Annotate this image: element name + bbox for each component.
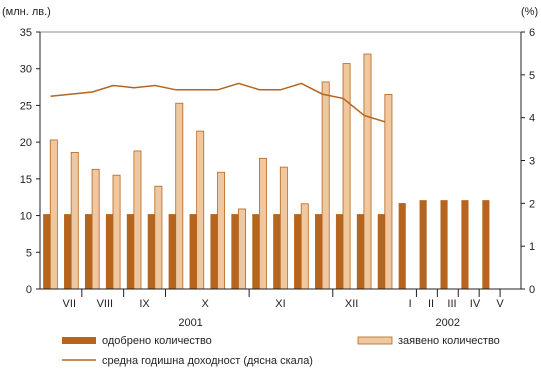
bar-approved xyxy=(126,214,134,289)
bar-requested xyxy=(154,185,163,290)
month-label: VII xyxy=(63,298,76,310)
right-tick-label: 0 xyxy=(529,284,535,296)
left-tick-label: 35 xyxy=(20,27,32,39)
right-tick-label: 3 xyxy=(529,156,535,168)
bar-requested xyxy=(279,166,288,290)
bar-approved xyxy=(210,214,218,289)
bar-group xyxy=(43,53,490,290)
bar-approved xyxy=(273,214,281,289)
month-label: III xyxy=(447,298,456,310)
bar-approved xyxy=(419,200,427,289)
bar-requested xyxy=(133,150,142,290)
legend-label-approved: одобрено количество xyxy=(102,335,212,347)
month-label: XI xyxy=(275,298,285,310)
bar-requested xyxy=(258,157,267,290)
right-axis-unit: (%) xyxy=(521,6,538,18)
legend-swatch-approved xyxy=(62,337,96,344)
bar-approved xyxy=(356,214,364,289)
yield-line-group xyxy=(50,82,386,123)
bar-approved xyxy=(105,214,113,289)
bar-approved xyxy=(440,200,448,289)
month-label: II xyxy=(428,298,434,310)
bar-approved xyxy=(294,214,302,289)
month-label: VIII xyxy=(97,298,114,310)
chart-axes xyxy=(36,31,525,297)
month-label: IV xyxy=(470,298,481,310)
bar-requested xyxy=(49,139,58,290)
bar-approved xyxy=(84,214,93,289)
month-label: X xyxy=(202,298,210,310)
left-tick-label: 20 xyxy=(20,137,32,149)
bar-requested xyxy=(342,63,351,290)
month-label: V xyxy=(496,298,504,310)
bar-requested xyxy=(196,130,205,290)
bar-requested xyxy=(384,94,393,290)
bar-requested xyxy=(363,53,372,290)
left-tick-label: 30 xyxy=(20,64,32,76)
bar-requested xyxy=(91,168,100,290)
legend-label-yield: средна годишна доходност (дясна скала) xyxy=(102,355,313,367)
bar-approved xyxy=(168,214,176,289)
month-label: IX xyxy=(139,298,150,310)
legend-swatch-requested xyxy=(357,336,393,345)
bar-approved xyxy=(482,200,490,289)
bar-approved xyxy=(461,200,469,289)
right-tick-label: 6 xyxy=(529,27,535,39)
bar-requested xyxy=(238,208,246,290)
bar-approved xyxy=(231,214,239,289)
legend-label-requested: заявено количество xyxy=(398,335,500,347)
bar-approved xyxy=(398,203,406,289)
bar-approved xyxy=(335,214,344,289)
left-tick-label: 15 xyxy=(20,174,32,186)
left-tick-label: 10 xyxy=(20,211,32,223)
bar-approved xyxy=(315,214,323,289)
left-tick-label: 25 xyxy=(20,100,32,112)
right-tick-label: 5 xyxy=(529,70,535,82)
bar-approved xyxy=(377,214,385,289)
left-axis-unit: (млн. лв.) xyxy=(2,6,51,18)
month-label: XII xyxy=(345,298,358,310)
left-tick-label: 5 xyxy=(26,247,32,259)
month-label: I xyxy=(409,298,412,310)
bar-requested xyxy=(175,102,184,290)
right-tick-label: 2 xyxy=(529,198,535,210)
bar-requested xyxy=(112,174,121,290)
left-tick-label: 0 xyxy=(26,284,32,296)
bar-requested xyxy=(300,203,309,290)
bar-approved xyxy=(189,214,197,289)
bar-requested xyxy=(321,81,330,290)
yield-line xyxy=(50,82,386,123)
bar-approved xyxy=(43,214,51,289)
right-tick-label: 1 xyxy=(529,241,535,253)
bar-approved xyxy=(64,214,72,289)
year-label: 2001 xyxy=(178,317,202,329)
bar-requested xyxy=(70,152,79,290)
bar-requested xyxy=(217,171,226,290)
bar-approved xyxy=(147,214,155,289)
year-label: 2002 xyxy=(436,317,460,329)
bar-approved xyxy=(252,214,260,289)
right-tick-label: 4 xyxy=(529,113,535,125)
